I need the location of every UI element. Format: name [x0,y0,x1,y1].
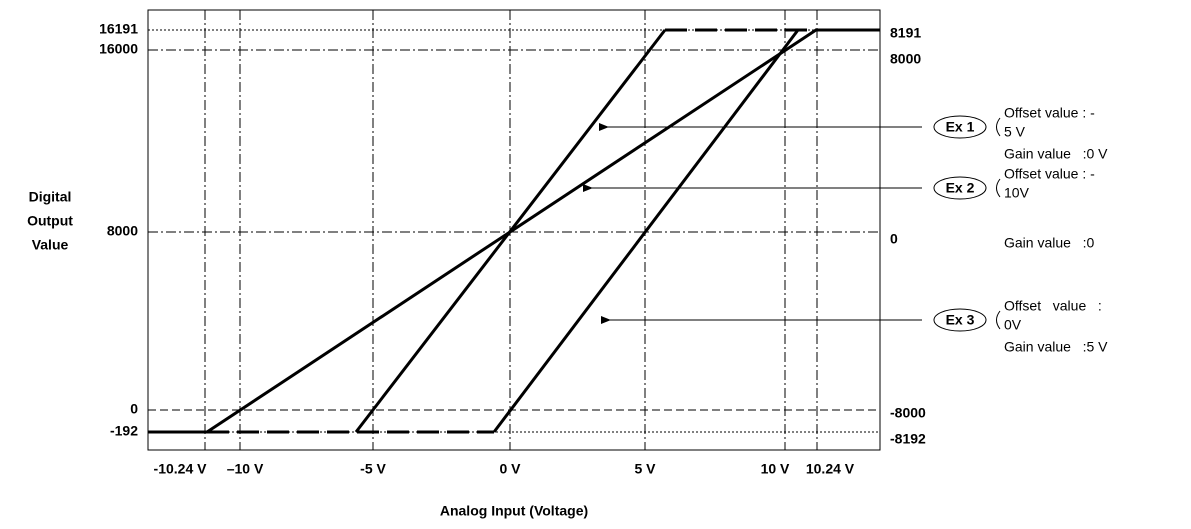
x-tick-label: 0 V [499,461,521,477]
offset-text: 0V [1004,317,1022,333]
left-tick-label: 16191 [99,21,138,37]
callout-tag: Ex 1 [946,119,975,135]
right-tick-label: 0 [890,231,898,247]
gain-text: Gain value :0 [1004,235,1094,251]
x-tick-label: 10.24 V [806,461,855,477]
offset-text: 10V [1004,185,1030,201]
x-tick-label: -5 V [360,461,386,477]
grid [148,10,880,450]
x-tick-label: 5 V [634,461,656,477]
left-tick-label: 8000 [107,223,138,239]
right-tick-label: -8000 [890,405,926,421]
callout-ovals [933,115,1001,332]
left-tick-label: -192 [110,423,138,439]
offset-text: Offset value : - [1004,105,1095,121]
x-tick-label: –10 V [227,461,264,477]
callout-tag: Ex 3 [946,312,975,328]
plot-frame [147,9,881,451]
x-tick-label: -10.24 V [154,461,208,477]
x-tick-label: 10 V [761,461,790,477]
arrows [583,123,922,324]
y-axis-label: Digital [29,189,72,205]
offset-text: Offset value : [1004,298,1102,314]
x-axis-label: Analog Input (Voltage) [440,503,588,519]
y-axis-label: Output [27,213,73,229]
gain-text: Gain value :5 V [1004,339,1108,355]
curves [148,28,880,434]
gain-text: Gain value :0 V [1004,146,1108,162]
offset-text: Offset value : - [1004,166,1095,182]
right-tick-label: 8000 [890,51,921,67]
right-tick-label: -8192 [890,431,926,447]
right-tick-label: 8191 [890,25,921,41]
callout-tag: Ex 2 [946,180,975,196]
offset-text: 5 V [1004,124,1026,140]
left-tick-label: 16000 [99,41,138,57]
left-tick-label: 0 [130,401,138,417]
y-axis-label: Value [32,237,69,253]
